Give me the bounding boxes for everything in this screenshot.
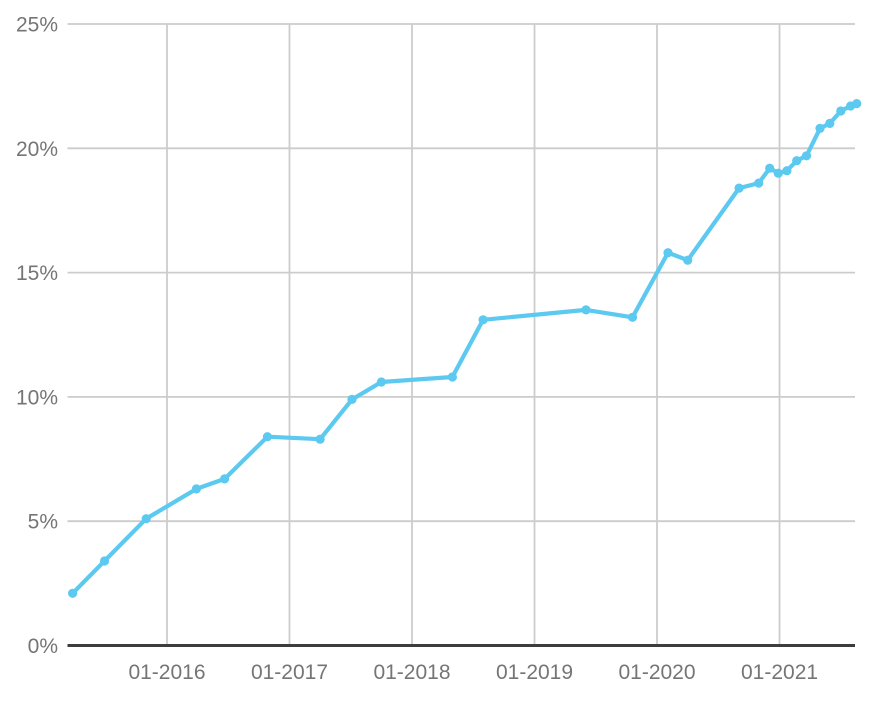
data-point[interactable] — [852, 99, 862, 109]
data-point[interactable] — [836, 106, 846, 116]
y-tick-label: 10% — [16, 386, 58, 409]
horizontal-gridlines — [67, 23, 855, 523]
data-point[interactable] — [683, 255, 693, 265]
y-tick-label: 5% — [28, 511, 58, 534]
data-point[interactable] — [801, 151, 812, 161]
x-tick-label: 01-2018 — [373, 661, 450, 684]
y-tick-label: 20% — [16, 138, 58, 161]
vertical-gridlines — [166, 24, 781, 646]
data-point[interactable] — [627, 312, 638, 322]
y-tick-label: 0% — [28, 635, 58, 658]
data-point[interactable] — [478, 315, 488, 325]
data-point[interactable] — [581, 305, 591, 315]
data-point[interactable] — [754, 178, 764, 188]
data-point[interactable] — [792, 156, 802, 166]
data-points — [68, 99, 862, 598]
data-point[interactable] — [825, 118, 835, 128]
data-point[interactable] — [376, 377, 386, 387]
data-point[interactable] — [315, 434, 325, 444]
data-point[interactable] — [68, 588, 78, 598]
data-point[interactable] — [773, 168, 783, 178]
y-tick-label: 15% — [16, 262, 58, 285]
data-point[interactable] — [734, 183, 744, 193]
data-point[interactable] — [663, 248, 673, 258]
data-point[interactable] — [447, 372, 457, 382]
data-point[interactable] — [347, 394, 357, 404]
data-point[interactable] — [141, 514, 151, 524]
x-tick-label: 01-2019 — [496, 661, 573, 684]
data-point[interactable] — [191, 484, 201, 494]
x-tick-label: 01-2016 — [128, 661, 205, 684]
data-point[interactable] — [815, 123, 825, 133]
data-point[interactable] — [99, 556, 110, 566]
data-point[interactable] — [782, 166, 792, 176]
data-point[interactable] — [220, 474, 230, 484]
y-axis-labels: 0% 5% 10% 15% 20% 25% — [16, 14, 58, 659]
data-point[interactable] — [262, 432, 272, 442]
x-tick-label: 01-2017 — [251, 661, 328, 684]
x-tick-label: 01-2021 — [741, 661, 818, 684]
data-point[interactable] — [765, 163, 775, 173]
x-axis-labels: 01-2016 01-2017 01-2018 01-2019 01-2020 01-20… — [128, 661, 818, 684]
y-tick-label: 25% — [16, 14, 58, 37]
x-tick-label: 01-2020 — [618, 661, 695, 684]
